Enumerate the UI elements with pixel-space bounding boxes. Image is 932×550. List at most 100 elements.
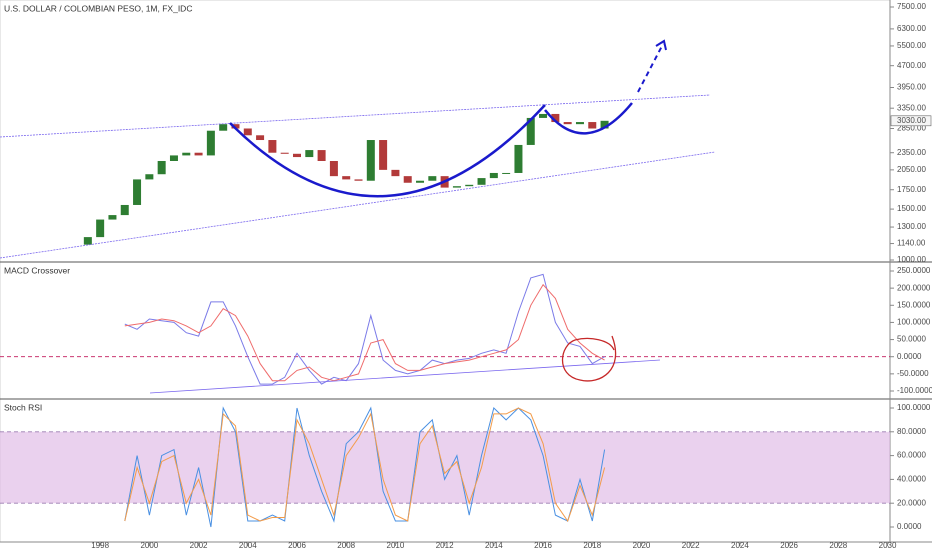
y-tick-label: -50.0000: [897, 369, 929, 378]
y-tick-label: 40.0000: [897, 475, 926, 484]
candle: [157, 160, 166, 175]
band: [0, 431, 890, 504]
x-tick-label: 2010: [387, 541, 405, 550]
series-line: [124, 273, 605, 385]
x-tick-label: 2000: [140, 541, 158, 550]
candle: [83, 237, 92, 245]
x-tick-label: 2008: [337, 541, 355, 550]
candle: [379, 140, 388, 170]
x-tick-label: 2024: [731, 541, 749, 550]
candle: [280, 152, 289, 154]
y-tick-label: 20.0000: [897, 498, 926, 507]
candle: [329, 160, 338, 177]
y-tick-label: 1300.00: [897, 222, 926, 231]
y-tick-label: 3350.00: [897, 103, 926, 112]
y-tick-label: 1000.00: [897, 255, 926, 264]
y-tick-label: 150.0000: [897, 300, 931, 309]
y-tick-label: 6300.00: [897, 24, 926, 33]
candle: [231, 124, 240, 129]
y-tick-label: 0.0000: [897, 522, 922, 531]
candle: [551, 113, 560, 123]
candle: [489, 172, 498, 179]
candle: [96, 219, 105, 238]
last-price-box: [890, 115, 932, 127]
candle: [354, 179, 363, 181]
candle: [219, 124, 228, 131]
x-tick-label: 2004: [239, 541, 257, 550]
last-price-label: 3030.00: [897, 116, 926, 125]
x-tick-label: 2020: [633, 541, 651, 550]
x-tick-label: 2006: [288, 541, 306, 550]
candle: [120, 204, 129, 216]
candle: [575, 122, 584, 125]
candle: [539, 113, 548, 118]
drawings: [0, 39, 716, 394]
candle: [292, 153, 301, 158]
y-tick-label: 60.0000: [897, 451, 926, 460]
x-tick-label: 2030: [879, 541, 897, 550]
series-line: [124, 407, 606, 523]
y-tick-label: -100.0000: [897, 386, 932, 395]
candle: [600, 120, 609, 129]
x-tick-label: 2016: [534, 541, 552, 550]
chart-title: U.S. DOLLAR / COLOMBIAN PESO, 1M, FX_IDC: [4, 3, 192, 13]
y-tick-label: 0.0000: [897, 352, 922, 361]
y-tick-label: 100.0000: [897, 318, 931, 327]
x-tick-label: 1998: [91, 541, 109, 550]
y-tick-label: 2350.00: [897, 148, 926, 157]
channel-top: [0, 94, 711, 138]
y-tick-label: 80.0000: [897, 427, 926, 436]
candle: [268, 140, 277, 153]
y-tick-label: 2850.00: [897, 124, 926, 133]
candle: [428, 176, 437, 181]
candle: [317, 150, 326, 161]
candle: [305, 150, 314, 158]
cup-curve: [229, 104, 546, 198]
macd-trendline: [149, 359, 661, 394]
candle: [588, 122, 597, 129]
x-tick-label: 2018: [583, 541, 601, 550]
y-tick-label: 2050.00: [897, 165, 926, 174]
candle: [145, 174, 154, 180]
candle: [256, 135, 265, 141]
candle: [391, 169, 400, 177]
candle: [563, 122, 572, 125]
circle-highlight: [562, 335, 617, 382]
y-tick-label: 200.0000: [897, 283, 931, 292]
candle: [366, 140, 375, 181]
candle: [243, 128, 252, 136]
candle: [526, 117, 535, 145]
pane-title: MACD Crossover: [4, 265, 70, 275]
series-line: [124, 283, 605, 382]
candle: [206, 130, 215, 156]
candle: [403, 176, 412, 183]
y-tick-label: 7500.00: [897, 2, 926, 11]
candle: [169, 155, 178, 161]
x-tick-label: 2002: [190, 541, 208, 550]
x-tick-label: 2026: [780, 541, 798, 550]
channel-bottom: [0, 151, 716, 259]
arrow-head: [655, 39, 667, 51]
candle: [514, 144, 523, 173]
y-tick-label: 5500.00: [897, 41, 926, 50]
candle: [342, 176, 351, 180]
x-tick-label: 2012: [436, 541, 454, 550]
candle: [416, 180, 425, 183]
y-tick-label: 1500.00: [897, 204, 926, 213]
y-tick-label: 1750.00: [897, 185, 926, 194]
candle: [477, 178, 486, 185]
y-tick-label: 100.0000: [897, 403, 931, 412]
projection-arrow: [637, 43, 664, 93]
candle: [194, 152, 203, 156]
y-tick-label: 50.0000: [897, 335, 926, 344]
candle: [465, 184, 474, 187]
x-tick-label: 2022: [682, 541, 700, 550]
candle: [108, 215, 117, 220]
candle: [502, 172, 511, 174]
candle: [182, 152, 191, 156]
candle: [452, 186, 461, 188]
y-tick-label: 250.0000: [897, 266, 931, 275]
handle-curve: [544, 102, 633, 135]
y-tick-label: 3950.00: [897, 83, 926, 92]
